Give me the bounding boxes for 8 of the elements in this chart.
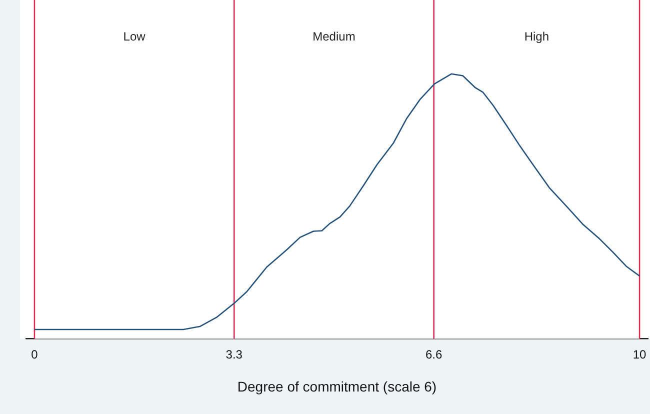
x-tick-label: 3.3 [226,347,243,362]
x-tick-label: 10 [632,347,647,362]
x-axis-title: Degree of commitment (scale 6) [237,378,437,394]
x-tick-label: 6.6 [425,347,442,362]
x-tick-label: 0 [31,347,38,362]
band-label: High [524,29,550,44]
band-label: Low [123,29,146,44]
band-label: Medium [312,29,356,44]
